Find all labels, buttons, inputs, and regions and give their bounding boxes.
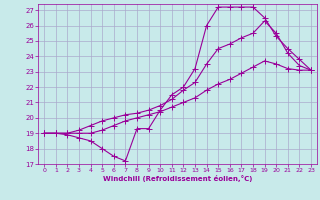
X-axis label: Windchill (Refroidissement éolien,°C): Windchill (Refroidissement éolien,°C) (103, 175, 252, 182)
